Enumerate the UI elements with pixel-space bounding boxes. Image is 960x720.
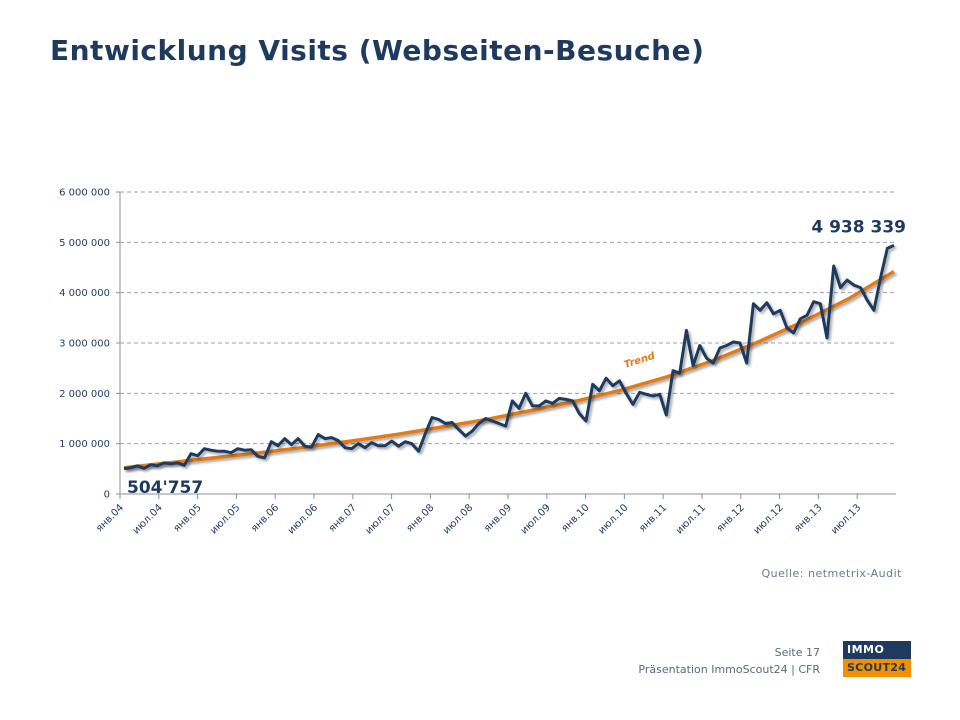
y-tick-label: 5 000 000 [59,238,110,249]
x-tick-label: июл.13 [829,502,863,536]
immoscout24-logo: IMMO SCOUT24 [843,641,911,677]
grid-lines [120,191,896,445]
page-number: Seite 17 [774,646,820,659]
x-tick-label: янв.09 [482,502,514,534]
x-tick-label: янв.05 [172,502,204,534]
y-axis-tick-labels: 0 1 000 000 2 000 000 3 000 000 4 000 000 5 0… [59,188,110,501]
x-tick-label: июл.07 [364,502,398,536]
visits-line-chart: 0 1 000 000 2 000 000 3 000 000 4 000 000 5 0… [59,188,906,537]
x-tick-label: янв.06 [249,502,281,534]
source-note: Quelle: netmetrix-Audit [761,567,902,580]
x-tick-label: янв.08 [404,502,436,534]
x-tick-label: янв.07 [327,502,359,534]
trend-series [123,269,895,470]
x-tick-label: июл.05 [208,502,242,536]
presentation-name: Präsentation ImmoScout24 | CFR [638,663,820,676]
y-tick-label: 4 000 000 [59,288,110,299]
y-tick-label: 2 000 000 [59,389,110,400]
x-axis-tick-labels: янв.04 июл.04 янв.05 июл.05 янв.06 июл.06 янв.… [94,502,863,536]
slide-title: Entwicklung Visits (Webseiten-Besuche) [50,34,705,67]
end-value-label: 4 938 339 [811,217,906,237]
logo-top-text: IMMO [843,641,911,659]
trend-line [123,269,895,470]
logo-bottom-text: SCOUT24 [843,659,911,677]
x-tick-label: июл.09 [519,502,553,536]
trend-label: Trend [623,350,657,371]
x-tick-label: янв.04 [94,502,126,534]
x-tick-label: июл.06 [286,502,320,536]
x-tick-label: июл.12 [752,502,786,536]
y-tick-label: 6 000 000 [59,188,110,199]
x-tick-label: янв.11 [637,502,669,534]
x-tick-label: июл.08 [441,502,475,536]
x-tick-label: янв.13 [792,502,824,534]
x-tick-label: июл.10 [596,502,630,536]
visits-series [123,244,895,471]
footer: Seite 17 Präsentation ImmoScout24 | CFR [638,644,820,678]
start-value-label: 504'757 [127,478,203,498]
x-tick-label: янв.10 [560,502,592,534]
axes [116,191,896,499]
x-tick-label: июл.11 [674,502,708,536]
y-tick-label: 1 000 000 [59,439,110,450]
visits-line [123,244,895,471]
y-tick-label: 3 000 000 [59,339,110,350]
x-tick-label: янв.12 [715,502,747,534]
y-tick-label: 0 [104,490,110,501]
x-tick-label: июл.04 [131,502,165,536]
